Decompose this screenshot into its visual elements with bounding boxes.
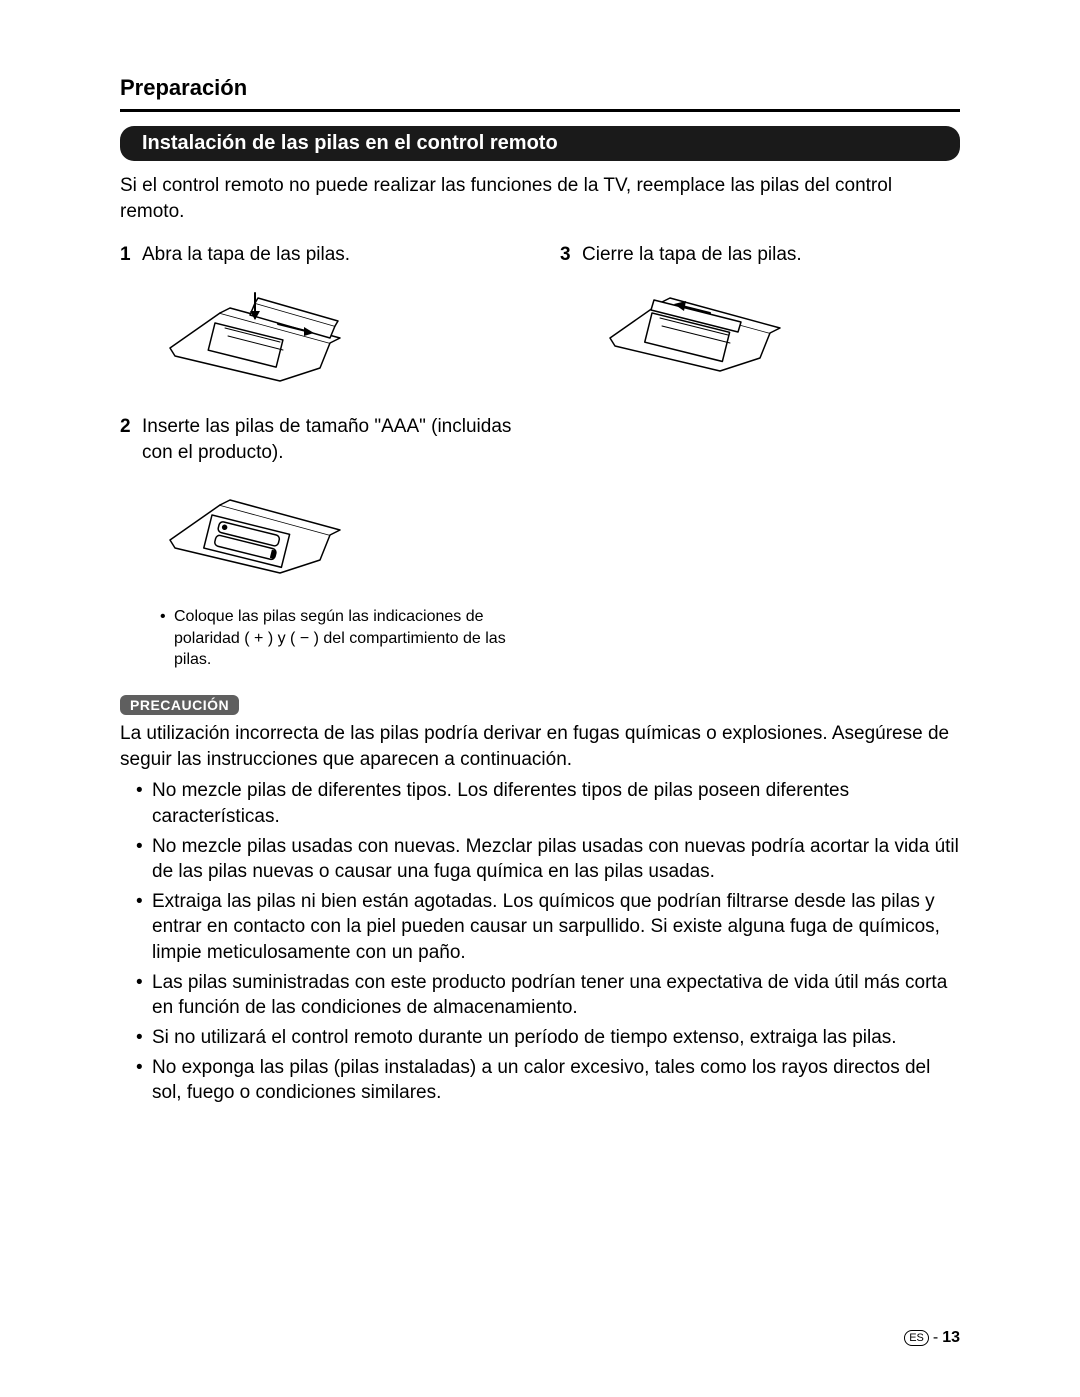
step-3-text: Cierre la tapa de las pilas. [582, 242, 960, 268]
step-2-notes: Coloque las pilas según las indicaciones… [160, 606, 520, 671]
intro-text: Si el control remoto no puede realizar l… [120, 173, 960, 224]
steps-container: 1 Abra la tapa de las pilas. [120, 242, 960, 687]
step-2: 2 Inserte las pilas de tamaño "AAA" (inc… [120, 414, 520, 671]
step-1: 1 Abra la tapa de las pilas. [120, 242, 520, 398]
step-3: 3 Cierre la tapa de las pilas. [560, 242, 960, 388]
steps-col-right: 3 Cierre la tapa de las pilas. [560, 242, 960, 687]
caution-item: No mezcle pilas usadas con nuevas. Mezcl… [136, 834, 960, 885]
section-rule [120, 109, 960, 112]
caution-badge: PRECAUCIÓN [120, 695, 239, 715]
step-1-number: 1 [120, 242, 134, 268]
caution-item: No mezcle pilas de diferentes tipos. Los… [136, 778, 960, 829]
subheading-band: Instalación de las pilas en el control r… [120, 126, 960, 161]
caution-item: Extraiga las pilas ni bien están agotada… [136, 889, 960, 966]
page-footer: ES - 13 [904, 1329, 960, 1347]
step-2-note-item: Coloque las pilas según las indicaciones… [160, 606, 520, 671]
step-1-illustration [160, 278, 520, 398]
step-2-illustration [160, 475, 520, 590]
steps-col-left: 1 Abra la tapa de las pilas. [120, 242, 520, 687]
footer-lang-badge: ES [904, 1330, 929, 1346]
caution-item: Las pilas suministradas con este product… [136, 970, 960, 1021]
step-1-text: Abra la tapa de las pilas. [142, 242, 520, 268]
footer-page-number: 13 [942, 1329, 960, 1347]
caution-item: Si no utilizará el control remoto durant… [136, 1025, 960, 1051]
caution-list: No mezcle pilas de diferentes tipos. Los… [120, 778, 960, 1106]
caution-intro: La utilización incorrecta de las pilas p… [120, 721, 960, 772]
step-2-text: Inserte las pilas de tamaño "AAA" (inclu… [142, 414, 520, 465]
section-title: Preparación [120, 75, 960, 101]
step-3-number: 3 [560, 242, 574, 268]
footer-separator: - [933, 1329, 938, 1347]
caution-item: No exponga las pilas (pilas instaladas) … [136, 1055, 960, 1106]
step-2-number: 2 [120, 414, 134, 465]
step-3-illustration [600, 278, 960, 388]
